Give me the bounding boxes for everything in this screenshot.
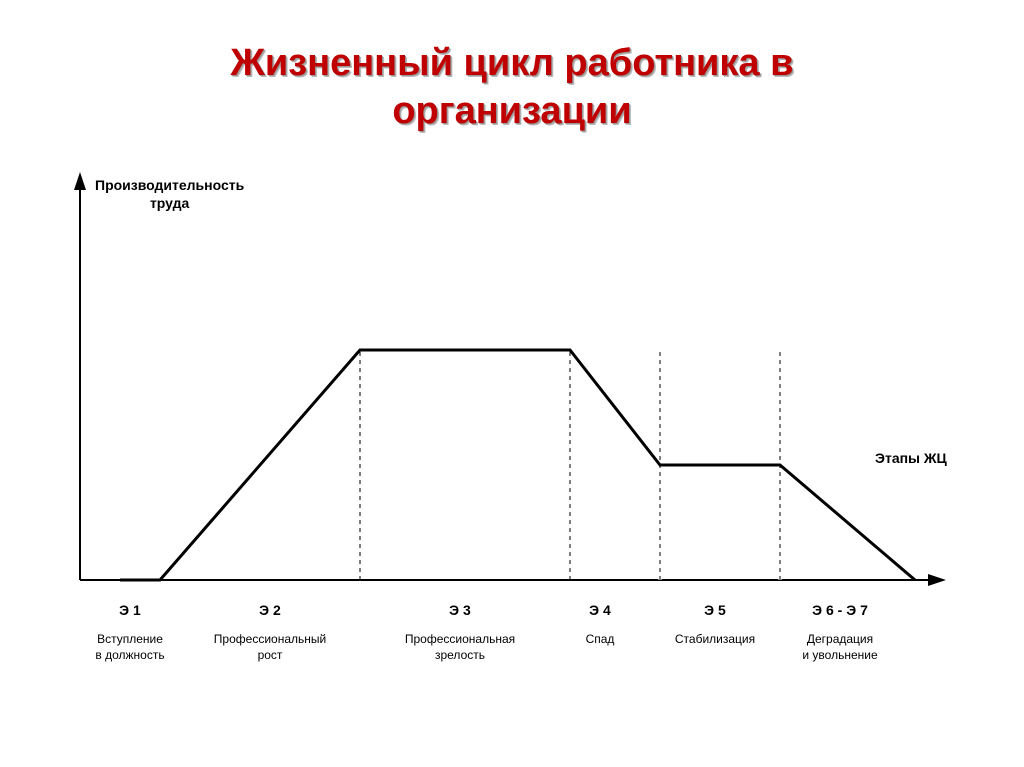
stage-code: Э 2 xyxy=(259,602,281,618)
stage-code: Э 6 - Э 7 xyxy=(812,602,868,618)
stage-label: Профессиональныйрост xyxy=(214,632,326,663)
chart-svg xyxy=(60,170,970,650)
stage-code: Э 3 xyxy=(449,602,471,618)
stage-label: Спад xyxy=(586,632,615,648)
lifecycle-chart: Производительностьтруда Этапы ЖЦ Э 1Всту… xyxy=(60,170,970,650)
title-line-1: Жизненный цикл работника в xyxy=(231,42,794,84)
stage-code: Э 4 xyxy=(589,602,611,618)
stage-code: Э 5 xyxy=(704,602,726,618)
x-axis-label: Этапы ЖЦ xyxy=(875,450,947,466)
title-line-2: организации xyxy=(392,90,631,132)
slide-title: Жизненный цикл работника в организации xyxy=(0,0,1024,135)
y-axis-label: Производительностьтруда xyxy=(95,176,244,212)
stage-label: Профессиональнаязрелость xyxy=(405,632,515,663)
stage-label: Деградацияи увольнение xyxy=(802,632,877,663)
stage-code: Э 1 xyxy=(119,602,141,618)
stage-label: Стабилизация xyxy=(675,632,755,648)
stage-label: Вступлениев должность xyxy=(95,632,164,663)
